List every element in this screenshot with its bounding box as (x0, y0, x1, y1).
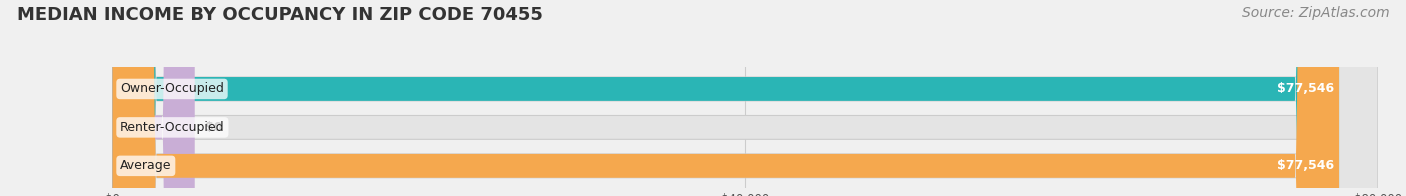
Text: $77,546: $77,546 (1277, 159, 1334, 172)
Text: Renter-Occupied: Renter-Occupied (120, 121, 225, 134)
FancyBboxPatch shape (112, 0, 1378, 196)
FancyBboxPatch shape (112, 0, 1378, 196)
Text: MEDIAN INCOME BY OCCUPANCY IN ZIP CODE 70455: MEDIAN INCOME BY OCCUPANCY IN ZIP CODE 7… (17, 6, 543, 24)
FancyBboxPatch shape (112, 0, 194, 196)
Text: $0: $0 (205, 121, 222, 134)
FancyBboxPatch shape (112, 0, 1339, 196)
Text: Average: Average (120, 159, 172, 172)
FancyBboxPatch shape (112, 0, 1339, 196)
Text: $77,546: $77,546 (1277, 83, 1334, 95)
FancyBboxPatch shape (112, 0, 1378, 196)
Text: Source: ZipAtlas.com: Source: ZipAtlas.com (1241, 6, 1389, 20)
Text: Owner-Occupied: Owner-Occupied (120, 83, 224, 95)
